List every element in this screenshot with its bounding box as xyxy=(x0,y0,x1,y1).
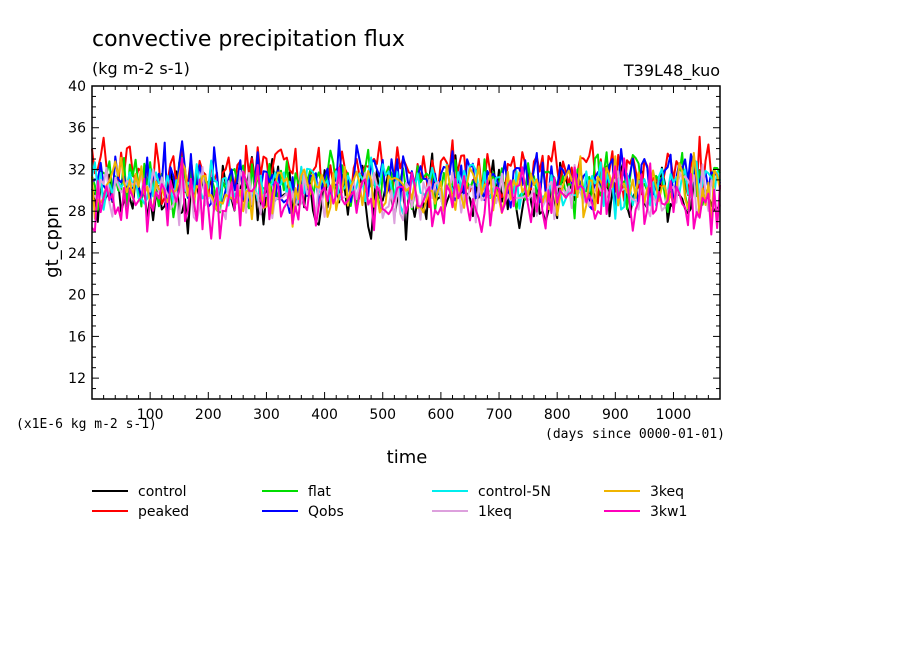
x-tick-label: 800 xyxy=(544,407,571,423)
y-scale-label: (x1E-6 kg m-2 s-1) xyxy=(16,417,157,432)
x-unit-label: (days since 0000-01-01) xyxy=(545,427,725,442)
legend-label-3kw1: 3kw1 xyxy=(650,504,687,520)
tick-layer: 100 200 300 400 500 600 700 800 900 1000 12 16 20 24 2… xyxy=(68,79,720,423)
y-tick-label: 20 xyxy=(68,288,86,304)
x-tick-label: 300 xyxy=(253,407,280,423)
y-tick-label: 24 xyxy=(68,246,86,262)
legend-label-peaked: peaked xyxy=(138,504,189,520)
legend-label-1keq: 1keq xyxy=(478,504,512,520)
series-line-3keq xyxy=(91,151,721,228)
x-tick-label: 900 xyxy=(602,407,629,423)
y-tick-label: 40 xyxy=(68,79,86,95)
chart-title: convective precipitation flux xyxy=(92,27,405,52)
legend: control peaked flat Qobs control-5N 1keq 3keq 3… xyxy=(92,484,687,520)
y-tick-label: 36 xyxy=(68,121,86,137)
chart-subtitle: (kg m-2 s-1) xyxy=(92,59,190,78)
series-layer xyxy=(91,135,721,241)
legend-label-control: control xyxy=(138,484,187,500)
x-axis-label: time xyxy=(387,447,428,468)
x-tick-label: 1000 xyxy=(656,407,692,423)
y-tick-label: 16 xyxy=(68,329,86,345)
x-tick-label: 700 xyxy=(486,407,513,423)
y-tick-label: 12 xyxy=(68,371,86,387)
legend-label-control-5n: control-5N xyxy=(478,484,551,500)
y-tick-label: 32 xyxy=(68,162,86,178)
x-tick-label: 200 xyxy=(195,407,222,423)
experiment-label: T39L48_kuo xyxy=(623,61,720,81)
x-tick-label: 400 xyxy=(311,407,338,423)
y-tick-label: 28 xyxy=(68,204,86,220)
legend-label-flat: flat xyxy=(308,484,331,500)
plot-frame xyxy=(91,85,721,400)
x-tick-label: 600 xyxy=(428,407,455,423)
series-line-3kw1 xyxy=(91,157,721,240)
legend-label-qobs: Qobs xyxy=(308,504,344,520)
y-axis-label: gt_cppn xyxy=(42,206,63,278)
legend-label-3keq: 3keq xyxy=(650,484,684,500)
x-tick-label: 100 xyxy=(137,407,164,423)
x-tick-label: 500 xyxy=(369,407,396,423)
